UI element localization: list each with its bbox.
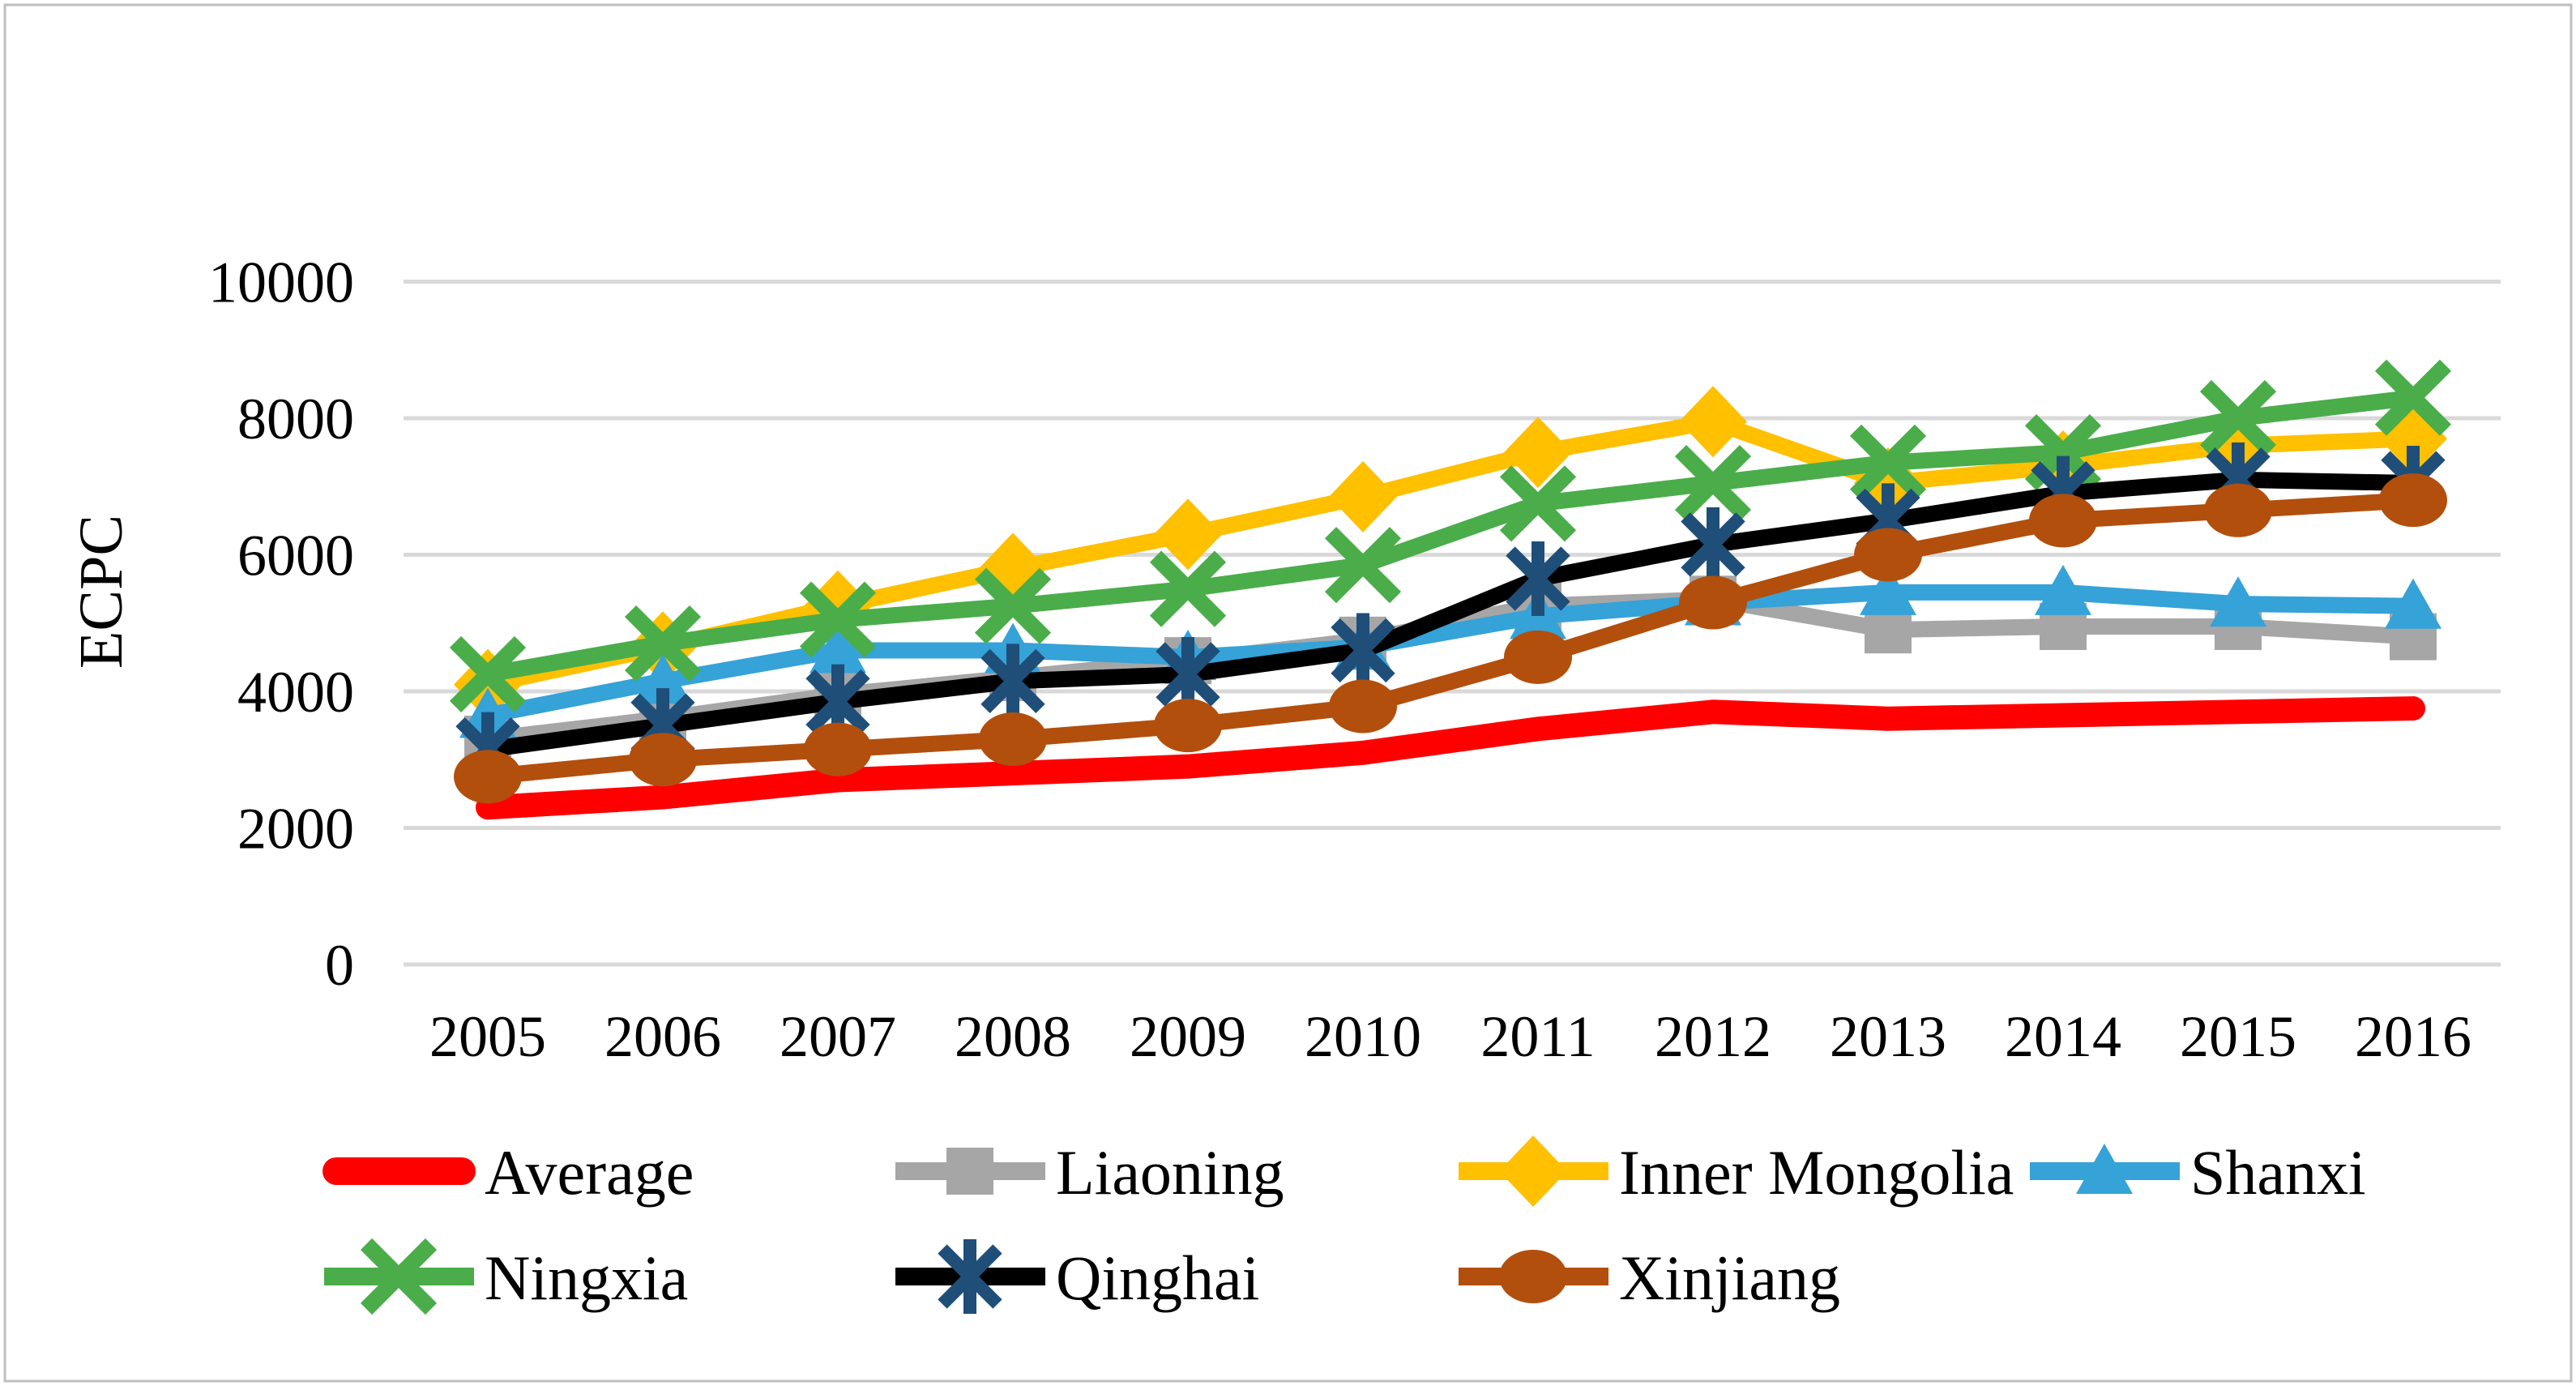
legend-label-shanxi: Shanxi — [2190, 1137, 2366, 1208]
legend-item-average: Average — [323, 1137, 694, 1208]
legend-item-liaoning: Liaoning — [895, 1137, 1284, 1208]
series-line-average — [476, 696, 2425, 820]
y-tick-label-8000: 8000 — [237, 387, 354, 451]
legend-item-ningxia: Ningxia — [324, 1238, 688, 1315]
marker-x-stroke — [624, 605, 702, 682]
x-tick-label-2016: 2016 — [2355, 1004, 2471, 1069]
marker-diamond — [1504, 417, 1572, 489]
series-ningxia — [449, 359, 2452, 713]
marker-triangle — [810, 622, 866, 674]
x-tick-label-2012: 2012 — [1655, 1004, 1771, 1069]
legend-item-xinjiang: Xinjiang — [1459, 1242, 1840, 1313]
marker-circle — [1504, 630, 1572, 684]
series-line-qinghai — [480, 471, 2421, 758]
x-axis-tick-labels: 2005 2006 2007 2008 2009 2010 2011 2012 2013 2014… — [429, 1004, 2471, 1069]
x-tick-label-2006: 2006 — [604, 1004, 721, 1069]
marker-x-stroke — [2374, 359, 2452, 436]
marker-x-stroke — [1849, 424, 1927, 501]
y-axis-tick-labels: 0 2000 4000 6000 8000 10000 — [208, 250, 354, 999]
gridlines — [404, 280, 2501, 967]
y-axis-title: ECPC — [67, 515, 135, 669]
marker-diamond — [1679, 386, 1747, 458]
series-xinjiang — [454, 473, 2447, 804]
marker-x-stroke — [449, 635, 527, 713]
marker-circle — [2204, 483, 2272, 537]
legend-label-xinjiang: Xinjiang — [1619, 1242, 1840, 1313]
marker-circle — [629, 733, 697, 787]
marker-circle — [979, 712, 1047, 766]
marker-triangle — [634, 653, 691, 704]
marker-x-stroke — [1674, 444, 1752, 522]
legend-label-liaoning: Liaoning — [1056, 1137, 1284, 1208]
series-average — [476, 696, 2425, 820]
marker-x-stroke — [1149, 550, 1227, 627]
marker-x-stroke — [799, 581, 877, 658]
legend-item-qinghai: Qinghai — [895, 1239, 1259, 1314]
y-tick-label-6000: 6000 — [237, 524, 354, 588]
legend-label-average: Average — [485, 1137, 694, 1208]
x-tick-label-2008: 2008 — [955, 1004, 1071, 1069]
marker-circle — [454, 750, 522, 804]
marker-circle — [2029, 494, 2097, 548]
x-tick-label-2010: 2010 — [1305, 1004, 1421, 1069]
marker-diamond — [1154, 498, 1222, 571]
marker-diamond — [1329, 460, 1397, 532]
marker-triangle — [2076, 1144, 2133, 1194]
y-tick-label-10000: 10000 — [208, 250, 354, 315]
x-tick-label-2007: 2007 — [780, 1004, 896, 1069]
y-tick-label-0: 0 — [325, 933, 354, 998]
marker-x-stroke — [1499, 465, 1577, 542]
marker-x-stroke — [2199, 379, 2277, 457]
marker-square — [946, 1148, 993, 1195]
marker-x-stroke — [360, 1238, 438, 1315]
y-tick-label-4000: 4000 — [237, 660, 354, 725]
x-tick-label-2015: 2015 — [2180, 1004, 2296, 1069]
figure-border — [3, 3, 2573, 1383]
legend-label-inner-mongolia: Inner Mongolia — [1619, 1137, 2014, 1208]
marker-x-stroke — [974, 567, 1052, 644]
marker-circle — [804, 722, 872, 776]
marker-circle — [1499, 1250, 1567, 1303]
legend-item-shanxi: Shanxi — [2030, 1137, 2366, 1208]
marker-circle — [2379, 473, 2447, 528]
x-tick-label-2005: 2005 — [429, 1004, 546, 1069]
x-tick-label-2014: 2014 — [2005, 1004, 2121, 1069]
marker-triangle — [2035, 564, 2091, 615]
legend-item-inner-mongolia: Inner Mongolia — [1459, 1136, 2014, 1208]
y-tick-label-2000: 2000 — [237, 797, 354, 862]
marker-diamond — [1499, 1136, 1567, 1207]
x-tick-label-2011: 2011 — [1480, 1004, 1595, 1069]
marker-circle — [1679, 575, 1747, 630]
marker-triangle — [2385, 578, 2441, 629]
legend-label-qinghai: Qinghai — [1056, 1242, 1259, 1313]
marker-triangle — [1860, 564, 1916, 615]
series-line-shanxi — [480, 584, 2421, 724]
marker-circle — [1854, 528, 1922, 582]
x-tick-label-2009: 2009 — [1130, 1004, 1246, 1069]
series-line-ningxia — [480, 389, 2421, 682]
x-tick-label-2013: 2013 — [1830, 1004, 1946, 1069]
legend: Average Liaoning Inner Mongolia Shanxi Ningx… — [323, 1136, 2366, 1315]
marker-circle — [1329, 679, 1397, 733]
marker-circle — [1154, 699, 1222, 753]
marker-x-stroke — [1324, 527, 1402, 604]
marker-triangle — [2210, 576, 2266, 627]
legend-label-ningxia: Ningxia — [485, 1242, 688, 1313]
